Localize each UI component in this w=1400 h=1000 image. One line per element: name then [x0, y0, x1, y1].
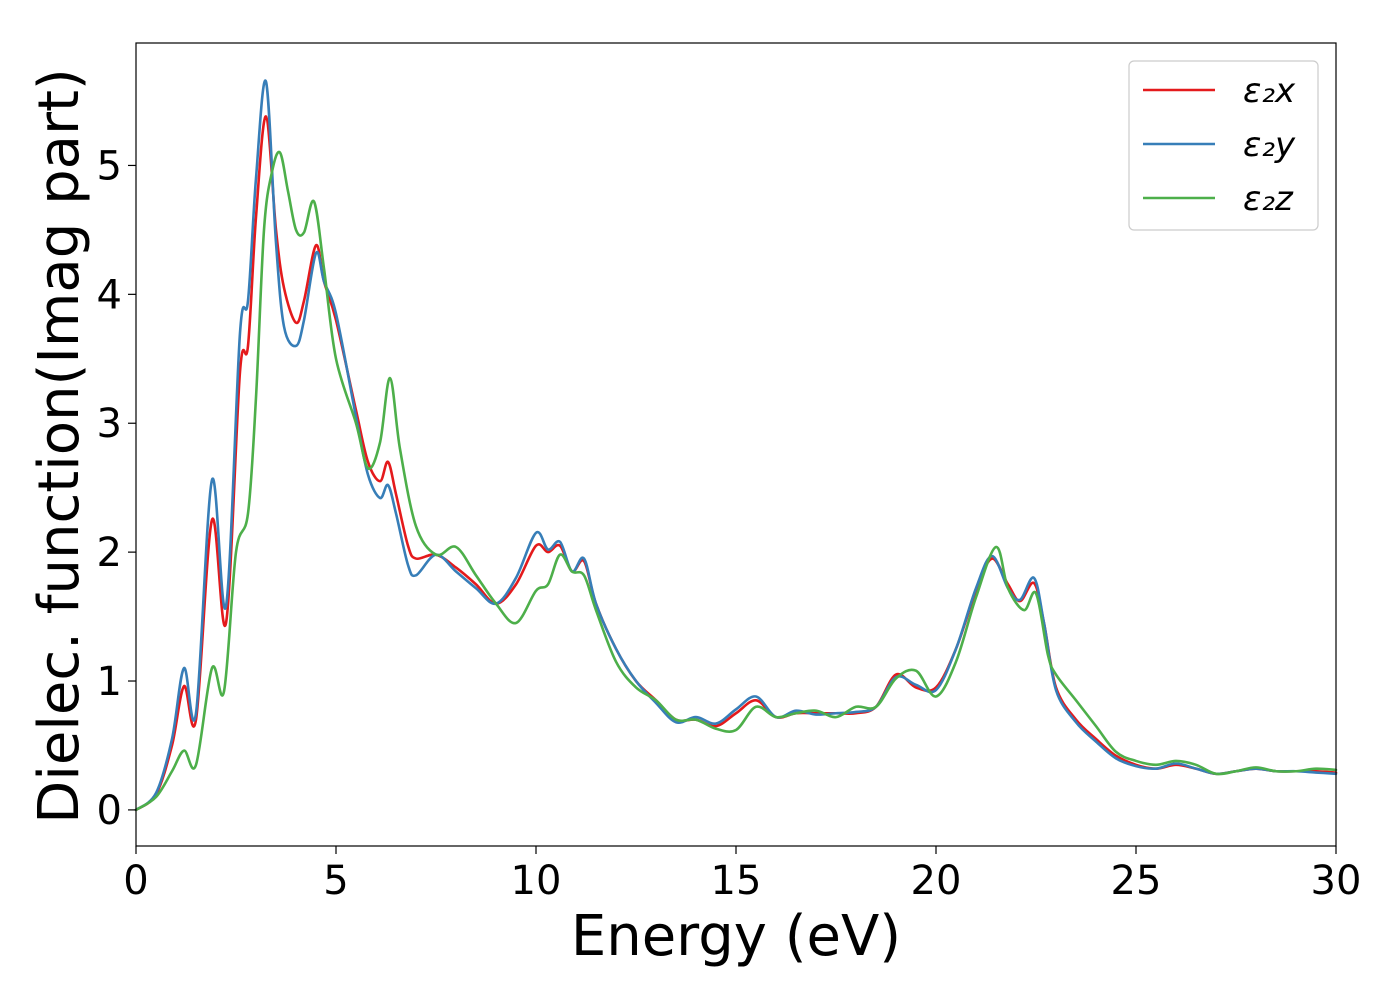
y-tick-label: 3	[97, 401, 122, 447]
x-tick-label: 25	[1111, 858, 1162, 904]
y-tick-label: 0	[97, 788, 122, 834]
x-axis: 0 5 10 15 20 25 30	[123, 846, 1361, 904]
series-line-2	[134, 150, 1338, 812]
x-tick-label: 30	[1311, 858, 1362, 904]
y-axis-title: Dielec. function(Imag part)	[27, 68, 92, 824]
x-tick-label: 15	[711, 858, 762, 904]
x-axis-title: Energy (eV)	[571, 904, 901, 969]
x-tick-label: 5	[323, 858, 348, 904]
series-line-1	[134, 79, 1338, 812]
legend-box	[1128, 60, 1319, 231]
y-tick-label: 2	[97, 530, 122, 576]
legend-label-1: ε₂y	[1243, 125, 1296, 165]
x-tick-label: 0	[123, 858, 148, 904]
legend-label-2: ε₂z	[1243, 179, 1294, 219]
y-tick-label: 5	[97, 143, 122, 189]
x-tick-label: 10	[511, 858, 562, 904]
series-layer	[134, 79, 1338, 812]
y-tick-label: 4	[97, 272, 122, 318]
legend: ε₂x ε₂y ε₂z	[1128, 60, 1319, 231]
x-tick-label: 20	[911, 858, 962, 904]
legend-label-0: ε₂x	[1243, 71, 1296, 111]
y-tick-label: 1	[97, 659, 122, 705]
y-axis: 0 1 2 3 4 5	[97, 143, 136, 834]
